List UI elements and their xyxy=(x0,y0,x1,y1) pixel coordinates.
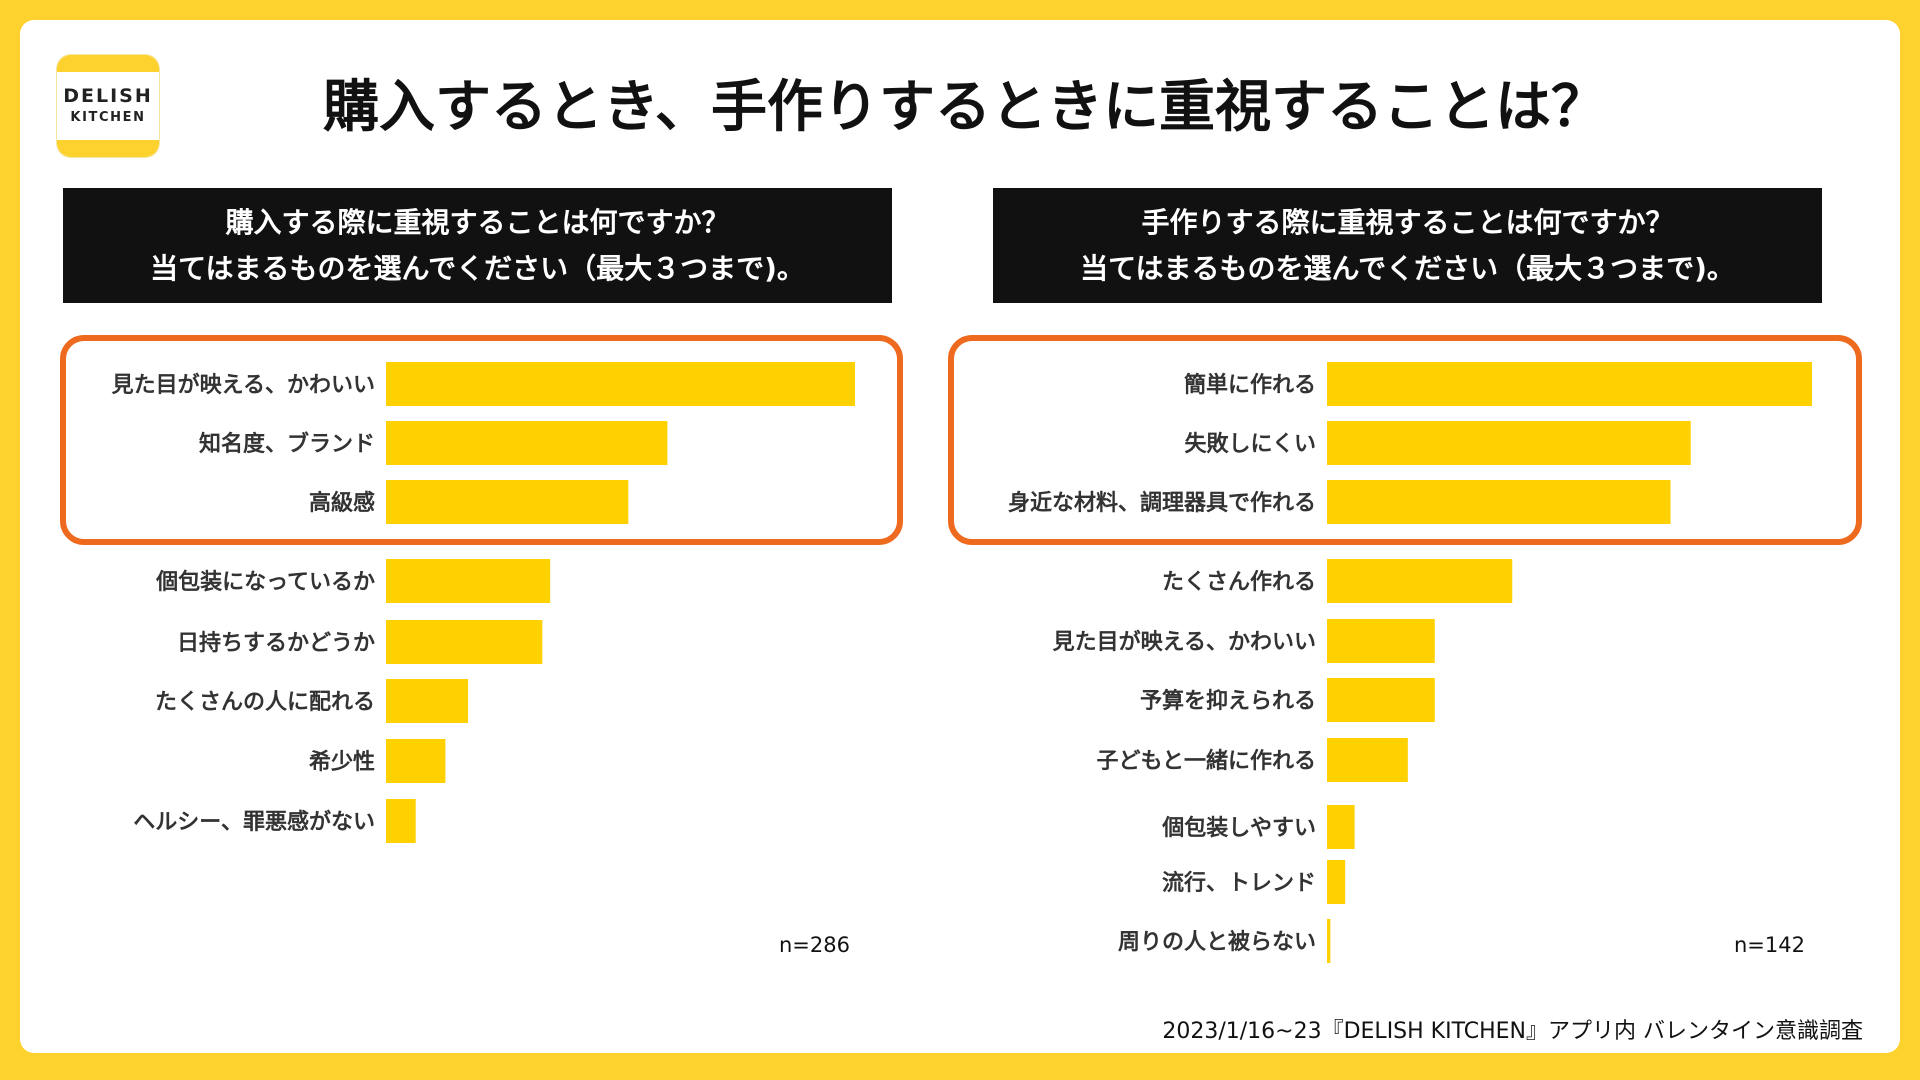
survey-source-footer: 2023/1/16~23『DELISH KITCHEN』アプリ内 バレンタイン意… xyxy=(1162,1019,1863,1044)
sample-size-homemade: n=142 xyxy=(1734,933,1805,957)
question-homemade-line1: 手作りする際に重視することは何ですか？ xyxy=(1141,206,1674,239)
bar-homemade-5 xyxy=(1327,619,1435,663)
question-box-homemade: 手作りする際に重視することは何ですか？ 当てはまるものを選んでください（最大３つ… xyxy=(993,188,1822,303)
highlight-frame-purchase xyxy=(60,335,903,545)
bar-homemade-8 xyxy=(1327,805,1355,849)
logo-line1: DELISH xyxy=(63,85,153,107)
bar-purchase-1 xyxy=(386,362,855,406)
bar-homemade-10 xyxy=(1327,919,1331,963)
bar-purchase-6 xyxy=(386,679,469,723)
category-label-purchase-5: 日持ちするかどうか xyxy=(177,631,375,656)
category-label-purchase-4: 個包装になっているか xyxy=(155,569,375,595)
bar-homemade-3 xyxy=(1327,480,1671,524)
category-label-purchase-6: たくさんの人に配れる xyxy=(155,690,375,715)
bar-homemade-2 xyxy=(1327,421,1691,465)
category-label-homemade-4: たくさん作れる xyxy=(1162,570,1316,595)
category-label-homemade-9: 流行、トレンド xyxy=(1162,870,1316,896)
delish-kitchen-logo: DELISH KITCHEN xyxy=(57,55,159,157)
bar-homemade-1 xyxy=(1327,362,1812,406)
highlight-frame-homemade xyxy=(948,335,1862,545)
logo-band-bottom xyxy=(57,140,159,157)
bar-homemade-7 xyxy=(1327,738,1408,782)
category-label-homemade-5: 見た目が映える、かわいい xyxy=(1053,629,1316,655)
category-label-purchase-1: 見た目が映える、かわいい xyxy=(112,372,375,398)
bar-purchase-5 xyxy=(386,620,543,664)
question-box-purchase: 購入する際に重視することは何ですか？ 当てはまるものを選んでください（最大３つま… xyxy=(63,188,892,303)
logo-line2: KITCHEN xyxy=(70,110,146,125)
category-label-homemade-8: 個包装しやすい xyxy=(1161,815,1316,841)
bar-homemade-9 xyxy=(1327,860,1346,904)
category-label-purchase-8: ヘルシー、罪悪感がない xyxy=(133,809,375,835)
question-purchase-line1: 購入する際に重視することは何ですか？ xyxy=(225,206,730,239)
bar-homemade-6 xyxy=(1327,678,1435,722)
bar-purchase-2 xyxy=(386,421,668,465)
category-label-homemade-2: 失敗しにくい xyxy=(1184,432,1316,457)
bar-purchase-8 xyxy=(386,799,416,843)
bar-purchase-4 xyxy=(386,559,551,603)
category-label-homemade-7: 子どもと一緒に作れる xyxy=(1096,748,1316,774)
bar-purchase-3 xyxy=(386,480,629,524)
question-purchase-line2: 当てはまるものを選んでください（最大３つまで)。 xyxy=(150,252,805,285)
category-label-homemade-3: 身近な材料、調理器具で作れる xyxy=(1008,490,1316,516)
bar-homemade-4 xyxy=(1327,559,1513,603)
question-homemade-line2: 当てはまるものを選んでください（最大３つまで)。 xyxy=(1080,252,1735,285)
sample-size-purchase: n=286 xyxy=(779,933,850,957)
bar-purchase-7 xyxy=(386,739,446,783)
category-label-homemade-10: 周りの人と被らない xyxy=(1118,930,1316,955)
logo-band-top xyxy=(57,55,159,72)
category-label-homemade-6: 予算を抑えられる xyxy=(1140,688,1316,714)
page-title: 購入するとき、手作りするときに重視することは？ xyxy=(322,75,1608,140)
category-label-purchase-2: 知名度、ブランド xyxy=(199,431,375,457)
category-label-homemade-1: 簡単に作れる xyxy=(1184,372,1316,398)
category-label-purchase-7: 希少性 xyxy=(309,749,375,775)
category-label-purchase-3: 高級感 xyxy=(309,490,375,516)
